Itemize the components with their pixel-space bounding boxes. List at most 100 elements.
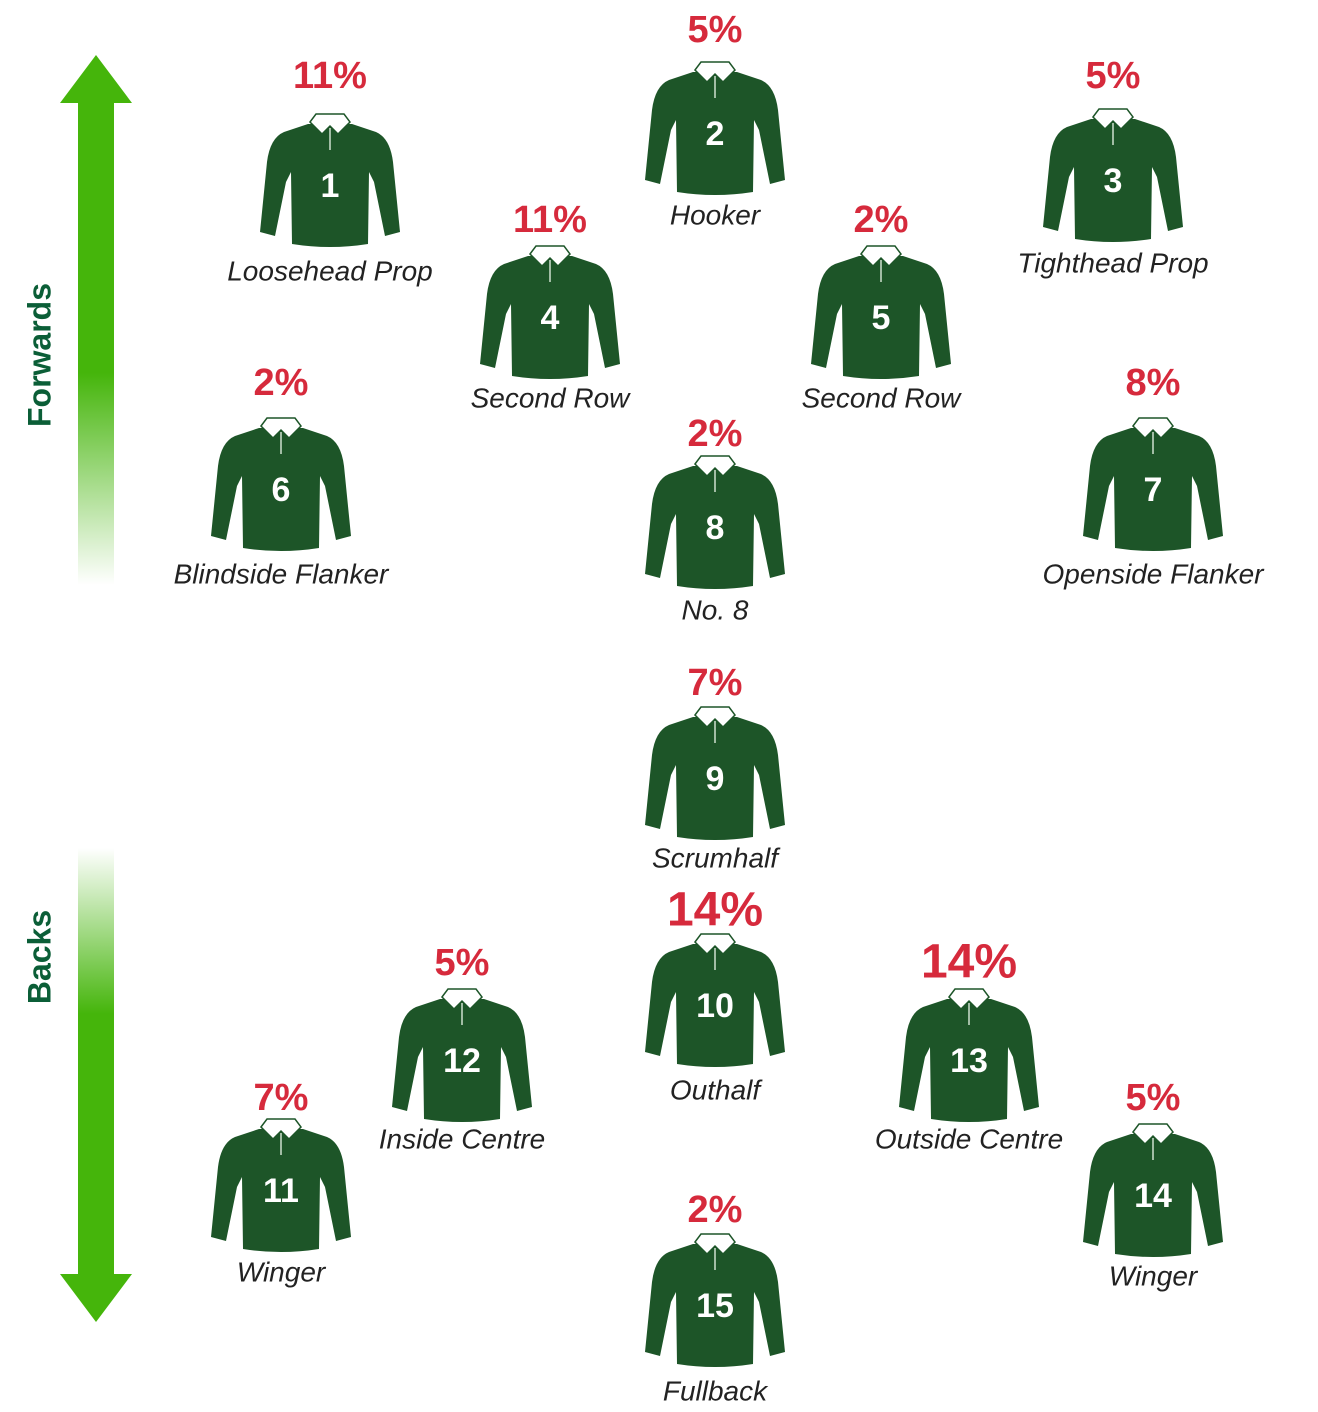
jersey: [211, 417, 351, 551]
player: 11% 1 Loosehead Prop: [227, 55, 433, 286]
player: 2% 5 Second Row: [802, 199, 963, 413]
player: 11% 4 Second Row: [471, 199, 632, 413]
position-label: Loosehead Prop: [227, 255, 433, 286]
shirt-number: 9: [706, 760, 725, 798]
player: 5% 3 Tighthead Prop: [1017, 55, 1208, 278]
forwards-label: Forwards: [21, 283, 57, 427]
percent: 2%: [688, 413, 743, 455]
player: 5% 12 Inside Centre: [379, 942, 546, 1154]
jersey-body: [480, 256, 620, 379]
shirt-number: 3: [1104, 162, 1123, 200]
jersey: [899, 988, 1039, 1122]
percent: 7%: [254, 1077, 309, 1119]
position-label: Winger: [1109, 1260, 1199, 1291]
players: 11% 1 Loosehead Prop 5% 2 Hooker 5% 3 Tighthead …: [174, 9, 1266, 1406]
shirt-number: 4: [541, 299, 560, 337]
backs-arrow: [60, 848, 132, 1322]
percent: 5%: [1126, 1077, 1181, 1119]
position-label: Outhalf: [670, 1074, 763, 1105]
player: 2% 8 No. 8: [645, 413, 785, 625]
percent: 14%: [921, 936, 1017, 989]
shirt-number: 12: [443, 1042, 481, 1080]
shirt-number: 5: [872, 299, 891, 337]
percent: 7%: [688, 662, 743, 704]
player: 2% 15 Fullback: [645, 1189, 785, 1406]
shirt-number: 11: [263, 1172, 299, 1210]
collar: [529, 245, 571, 268]
jersey: [392, 988, 532, 1122]
jersey: [645, 933, 785, 1067]
shirt-number: 8: [706, 509, 725, 547]
collar: [1132, 417, 1174, 440]
collar: [694, 1233, 736, 1256]
position-label: Winger: [237, 1256, 327, 1287]
jersey-body: [811, 256, 951, 379]
jersey-body: [645, 717, 785, 840]
collar: [441, 988, 483, 1011]
jersey-body: [1083, 1134, 1223, 1257]
jersey: [645, 706, 785, 840]
jersey-body: [1083, 428, 1223, 551]
collar: [260, 1118, 302, 1141]
collar: [1132, 1123, 1174, 1146]
jersey-body: [392, 999, 532, 1122]
jersey: [211, 1118, 351, 1252]
jersey-body: [645, 466, 785, 589]
player: 14% 13 Outside Centre: [875, 936, 1063, 1155]
jersey-body: [645, 1244, 785, 1367]
percent: 5%: [435, 942, 490, 984]
percent: 14%: [667, 884, 763, 937]
percent: 2%: [854, 199, 909, 241]
collar: [694, 933, 736, 956]
jersey-body: [645, 72, 785, 195]
position-label: Openside Flanker: [1042, 558, 1265, 589]
collar: [694, 61, 736, 84]
position-label: Hooker: [670, 199, 762, 230]
jersey: [480, 245, 620, 379]
jersey: [260, 113, 400, 247]
shirt-number: 10: [696, 987, 734, 1025]
percent: 8%: [1126, 362, 1181, 404]
collar: [694, 706, 736, 729]
player: 7% 9 Scrumhalf: [645, 662, 785, 873]
position-label: Second Row: [471, 382, 632, 413]
collar: [309, 113, 351, 136]
position-label: Inside Centre: [379, 1123, 546, 1154]
jersey: [645, 1233, 785, 1367]
forwards-arrow: [60, 55, 132, 585]
jersey: [645, 455, 785, 589]
percent: 11%: [293, 55, 367, 97]
percent: 2%: [254, 362, 309, 404]
percent: 5%: [688, 9, 743, 51]
player: 7% 11 Winger: [211, 1077, 351, 1287]
jersey: [1083, 417, 1223, 551]
shirt-number: 2: [706, 115, 725, 153]
shirt-number: 14: [1134, 1177, 1172, 1215]
player: 8% 7 Openside Flanker: [1042, 362, 1265, 589]
jersey-body: [211, 428, 351, 551]
player: 2% 6 Blindside Flanker: [174, 362, 390, 589]
percent: 5%: [1086, 55, 1141, 97]
collar: [860, 245, 902, 268]
shirt-number: 1: [321, 167, 340, 205]
collar: [260, 417, 302, 440]
percent: 2%: [688, 1189, 743, 1231]
collar: [948, 988, 990, 1011]
shirt-number: 15: [696, 1287, 734, 1325]
player: 5% 14 Winger: [1083, 1077, 1223, 1291]
jersey-body: [645, 944, 785, 1067]
player: 14% 10 Outhalf: [645, 884, 785, 1105]
position-label: Scrumhalf: [652, 842, 781, 873]
position-label: Outside Centre: [875, 1123, 1063, 1154]
backs-label: Backs: [21, 910, 57, 1004]
jersey-body: [899, 999, 1039, 1122]
position-label: Blindside Flanker: [174, 558, 390, 589]
collar: [1092, 108, 1134, 131]
jersey-body: [211, 1129, 351, 1252]
jersey: [1083, 1123, 1223, 1257]
jersey: [1043, 108, 1183, 242]
position-label: No. 8: [682, 594, 749, 625]
position-label: Tighthead Prop: [1017, 247, 1208, 278]
jersey-body: [260, 124, 400, 247]
